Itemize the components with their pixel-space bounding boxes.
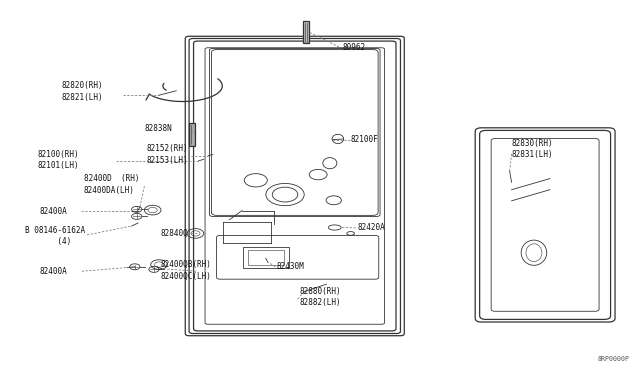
- Text: 82830(RH)
82831(LH): 82830(RH) 82831(LH): [511, 139, 553, 159]
- Bar: [243, 247, 289, 267]
- Text: 80962: 80962: [342, 42, 365, 51]
- Text: 82430M: 82430M: [276, 262, 305, 271]
- Text: 82400D  (RH)
82400DA(LH): 82400D (RH) 82400DA(LH): [84, 174, 140, 195]
- Text: 82100(RH)
82101(LH): 82100(RH) 82101(LH): [38, 150, 79, 170]
- Text: 82820(RH)
82821(LH): 82820(RH) 82821(LH): [61, 81, 103, 102]
- Text: 82880(RH)
82882(LH): 82880(RH) 82882(LH): [300, 287, 341, 307]
- Text: 82152(RH)
82153(LH): 82152(RH) 82153(LH): [147, 144, 188, 164]
- Text: 8RP0000P: 8RP0000P: [598, 356, 630, 362]
- Text: 82400A: 82400A: [39, 267, 67, 276]
- Text: 82100F: 82100F: [351, 135, 378, 144]
- Text: B 08146-6162A
       (4): B 08146-6162A (4): [25, 226, 85, 246]
- Text: 82838N: 82838N: [145, 124, 172, 133]
- Text: 82840Q: 82840Q: [161, 229, 188, 238]
- Text: 82400QB(RH)
82400QC(LH): 82400QB(RH) 82400QC(LH): [161, 260, 211, 280]
- Text: 82420A: 82420A: [357, 223, 385, 232]
- Bar: [248, 250, 284, 264]
- Text: 82400A: 82400A: [39, 208, 67, 217]
- Bar: [303, 21, 309, 43]
- Bar: [189, 123, 195, 146]
